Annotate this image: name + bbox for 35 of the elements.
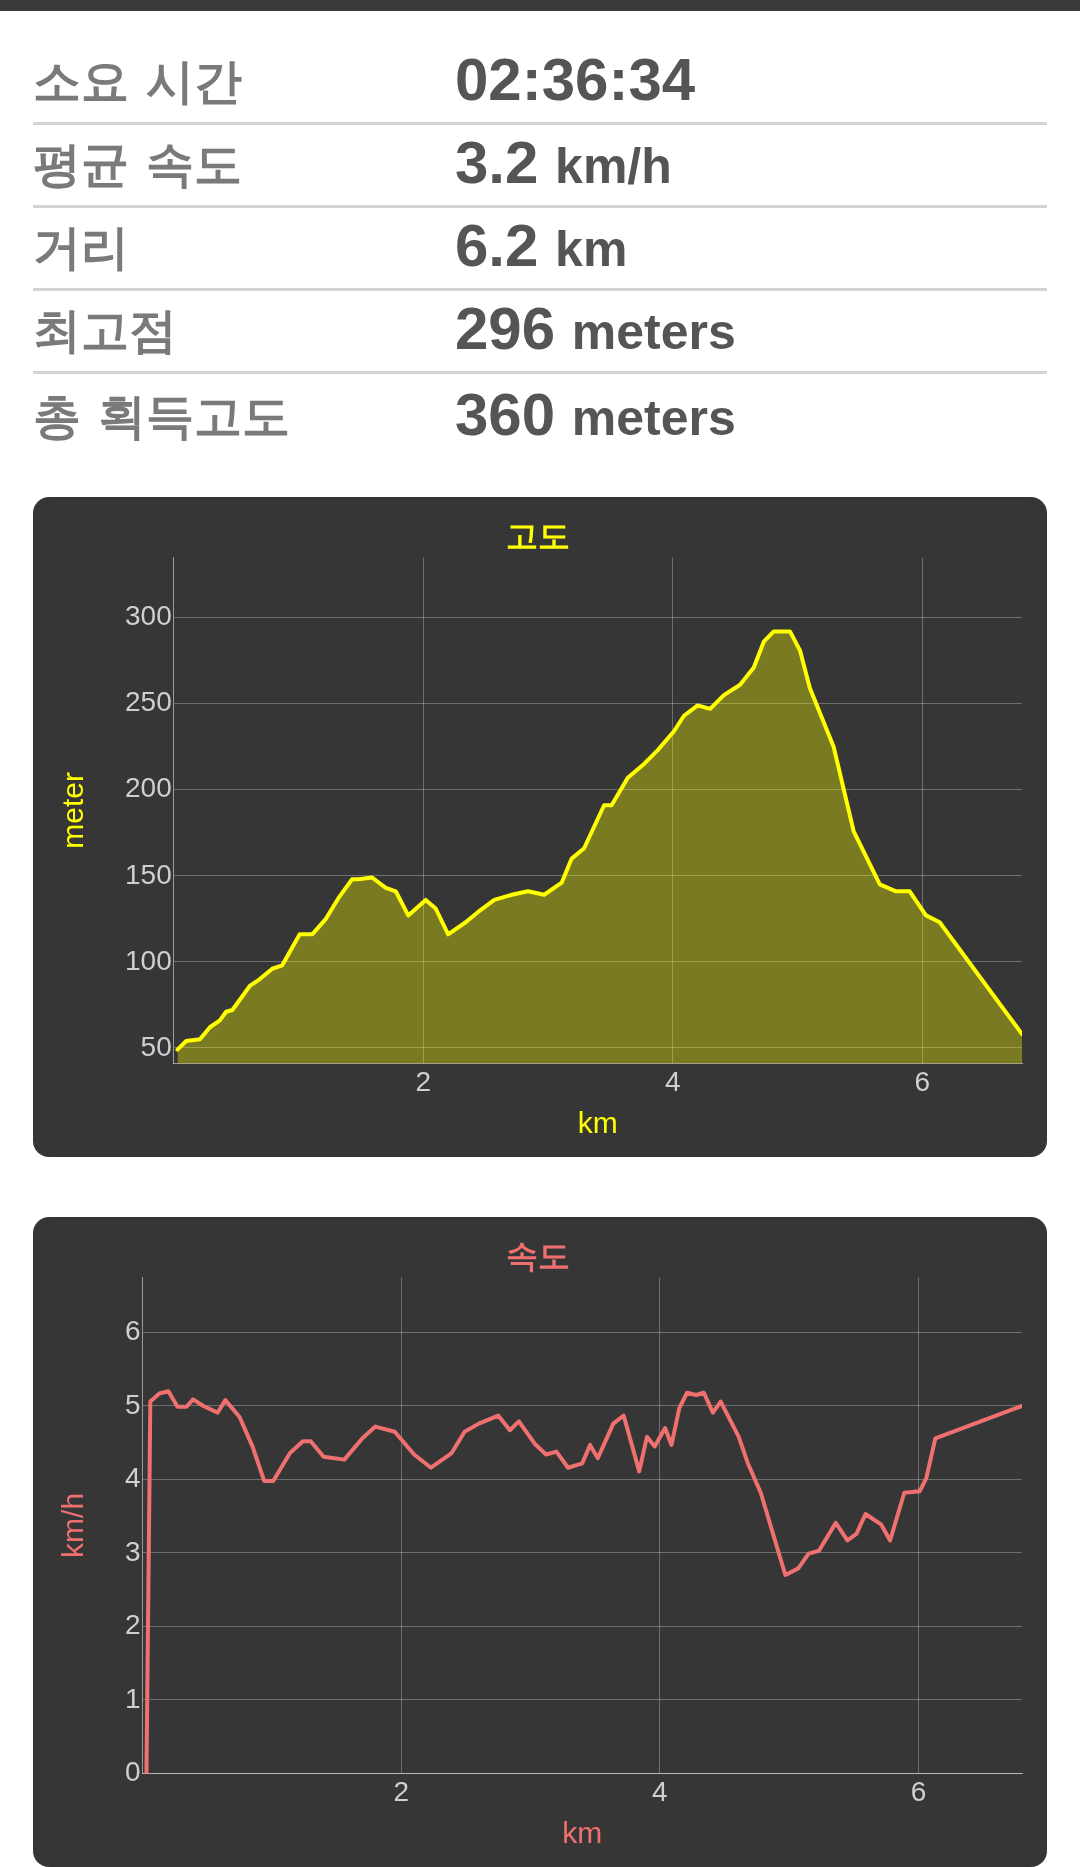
- y-axis-title: meter: [56, 772, 90, 849]
- x-tick-label: 2: [393, 1775, 410, 1807]
- x-tick-label: 6: [914, 1065, 930, 1097]
- y-tick-label: 100: [125, 944, 172, 976]
- text: 02:36:34: [455, 45, 696, 114]
- text: 소요 시간: [33, 52, 243, 111]
- y-tick-label: 200: [125, 772, 172, 804]
- x-tick-label: 2: [415, 1065, 431, 1097]
- text: 거리: [33, 218, 130, 277]
- y-tick-label: 5: [124, 1388, 141, 1420]
- x-tick-label: 4: [652, 1775, 668, 1807]
- text: 총 획득고도: [33, 387, 291, 446]
- x-axis-title: km: [577, 1106, 618, 1140]
- y-tick-label: 1: [124, 1682, 141, 1714]
- text: 6.2 km: [455, 211, 628, 280]
- y-tick-label: 300: [125, 600, 172, 632]
- chart-title: 속도: [505, 1236, 570, 1275]
- y-tick-label: 0: [124, 1756, 141, 1788]
- x-tick-label: 6: [910, 1775, 927, 1807]
- x-axis-title: km: [562, 1816, 603, 1850]
- x-tick-label: 4: [664, 1065, 681, 1097]
- y-tick-label: 150: [125, 858, 172, 890]
- text: 최고점: [33, 301, 178, 360]
- y-tick-label: 50: [140, 1030, 172, 1062]
- text: 3.2 km/h: [455, 128, 672, 197]
- y-tick-label: 4: [124, 1462, 141, 1494]
- y-axis-title: km/h: [56, 1492, 90, 1558]
- y-tick-label: 6: [124, 1315, 141, 1347]
- y-tick-label: 3: [124, 1535, 141, 1567]
- chart-title: 고도: [505, 516, 570, 555]
- y-tick-label: 250: [125, 686, 172, 718]
- text: 360 meters: [455, 380, 736, 449]
- text: 평균 속도: [33, 135, 243, 194]
- y-tick-label: 2: [124, 1609, 141, 1641]
- text: 296 meters: [455, 294, 736, 363]
